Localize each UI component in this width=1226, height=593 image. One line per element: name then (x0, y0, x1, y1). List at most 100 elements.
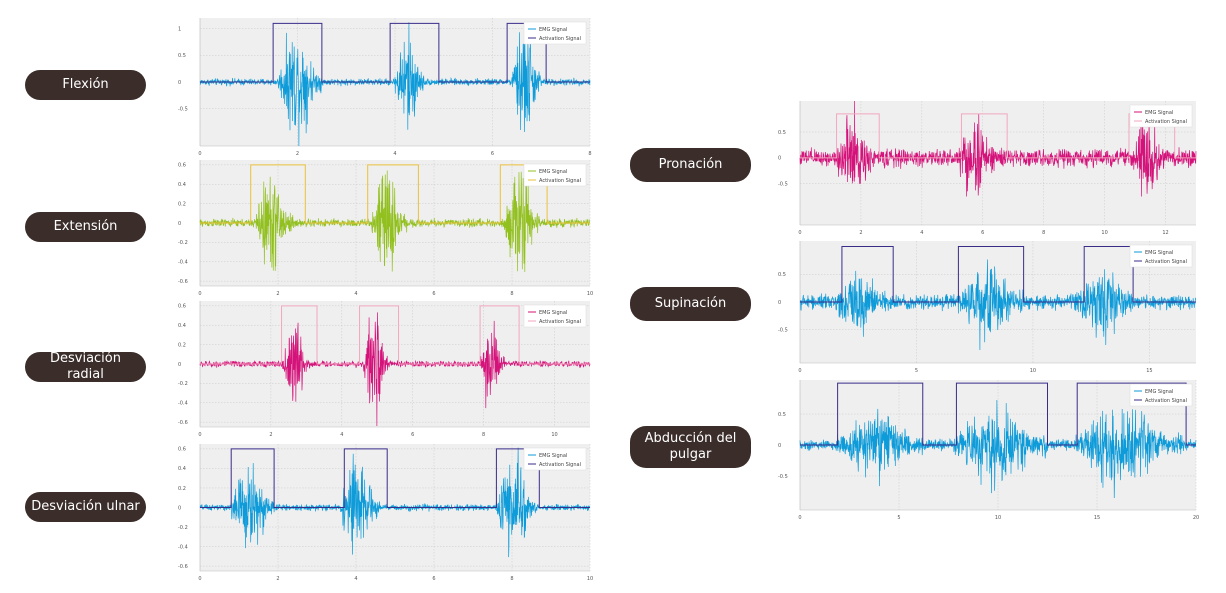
emg-signal-line (199, 170, 591, 272)
label-pronacion-text: Pronación (658, 157, 723, 172)
y-tick-label: -0.4 (178, 544, 188, 550)
x-tick-label: 0 (798, 368, 801, 374)
y-tick-label: 0.6 (178, 163, 186, 169)
legend-box (523, 304, 587, 328)
x-tick-label: 5 (897, 515, 900, 521)
x-tick-label: 0 (198, 432, 201, 438)
chart-ulnar-svg: 0 2 4 6 8 10 0.6 0.4 0.2 0 -0.2 -0.4 -0.6 EMG Signal A… (178, 444, 593, 582)
legend-label-emg: EMG Signal (539, 27, 567, 33)
emg-signal-line (199, 22, 591, 147)
y-tick-label: 0.5 (778, 412, 786, 418)
y-tick-label: 0.5 (778, 130, 786, 136)
y-tick-label: 0.6 (178, 447, 186, 453)
label-supinacion: Supinación (630, 287, 751, 321)
legend-label-activation: Activation Signal (539, 462, 581, 468)
chart-desviacion-radial: 0 2 4 6 8 10 0.6 0.4 0.2 0 -0.2 -0.4 -0.6 EMG Signal A… (170, 297, 608, 441)
x-tick-label: 2 (276, 291, 279, 297)
label-pronacion: Pronación (630, 148, 751, 182)
y-tick-label: 0.5 (778, 272, 786, 278)
label-extension: Extensión (25, 212, 146, 242)
chart-flexion-svg: 0 2 4 6 8 1 0.5 0 -0.5 EMG Signal Activation Signa… (178, 18, 592, 157)
legend-box (1129, 383, 1193, 407)
activation-signal-line (800, 246, 1196, 303)
y-tick-label: 0 (178, 221, 181, 227)
x-tick-label: 0 (198, 576, 201, 582)
x-tick-label: 8 (482, 432, 485, 438)
y-tick-label: 0.4 (178, 323, 186, 329)
legend-box (523, 21, 587, 45)
label-extension-text: Extensión (53, 219, 118, 234)
x-tick-label: 2 (269, 432, 272, 438)
x-tick-label: 15 (1146, 368, 1152, 374)
x-tick-label: 20 (1193, 515, 1199, 521)
y-tick-label: 1 (178, 26, 181, 32)
chart-pronacion: 0 2 4 6 8 10 12 0.5 0 -0.5 EMG Signal Activation Si… (770, 97, 1214, 239)
x-tick-label: 10 (551, 432, 557, 438)
label-flexion-text: Flexión (62, 77, 109, 92)
x-tick-label: 0 (198, 151, 201, 157)
y-tick-label: -0.6 (178, 564, 188, 570)
x-tick-label: 4 (920, 230, 923, 236)
x-tick-label: 2 (296, 151, 299, 157)
x-tick-label: 0 (798, 230, 801, 236)
y-tick-label: 0.5 (178, 53, 186, 59)
y-tick-label: -0.4 (178, 260, 188, 266)
chart-supinacion: 0 5 10 15 0.5 0 -0.5 EMG Signal Activation Signa… (770, 237, 1214, 377)
legend-label-emg: EMG Signal (1145, 110, 1173, 116)
activation-signal-line (800, 382, 1196, 446)
legend-box (523, 163, 587, 187)
chart-supinacion-svg: 0 5 10 15 0.5 0 -0.5 EMG Signal Activation Signa… (778, 241, 1197, 374)
y-tick-label: 0 (778, 156, 781, 162)
legend-label-activation: Activation Signal (1145, 119, 1187, 125)
x-tick-label: 6 (432, 576, 435, 582)
x-tick-label: 0 (198, 291, 201, 297)
y-tick-label: -0.6 (178, 279, 188, 285)
y-tick-label: -0.5 (778, 181, 788, 187)
x-tick-label: 4 (393, 151, 396, 157)
legend-label-emg: EMG Signal (539, 310, 567, 316)
label-desviacion-ulnar-text: Desviación ulnar (31, 499, 140, 514)
x-tick-label: 2 (859, 230, 862, 236)
label-abduccion-line1: Abducción del (644, 431, 737, 446)
chart-flexion: 0 2 4 6 8 1 0.5 0 -0.5 EMG Signal Activation Signa… (170, 14, 608, 160)
y-tick-label: -0.5 (778, 474, 788, 480)
y-tick-label: 0 (178, 80, 181, 86)
y-tick-label: 0 (778, 300, 781, 306)
label-desviacion-radial-text: Desviación radial (49, 351, 121, 382)
x-tick-label: 8 (588, 151, 591, 157)
x-tick-label: 4 (354, 576, 357, 582)
label-abduccion-del-pulgar: Abducción del pulgar (630, 426, 751, 468)
legend-box (1129, 104, 1193, 128)
y-tick-label: 0.4 (178, 466, 186, 472)
x-tick-label: 8 (510, 576, 513, 582)
legend-label-activation: Activation Signal (1145, 259, 1187, 265)
y-tick-label: -0.4 (178, 401, 188, 407)
y-tick-label: -0.2 (178, 381, 188, 387)
y-tick-label: 0.2 (178, 486, 186, 492)
x-tick-label: 6 (432, 291, 435, 297)
legend-box (1129, 244, 1193, 268)
x-tick-label: 10 (995, 515, 1001, 521)
label-abduccion-line2: pulgar (669, 447, 712, 462)
legend-box (523, 447, 587, 471)
y-tick-label: 0 (178, 505, 181, 511)
chart-abduccion: 0 5 10 15 20 0.5 0 -0.5 EMG Signal Activation Sig… (770, 376, 1214, 524)
x-tick-label: 12 (1162, 230, 1168, 236)
x-tick-label: 8 (1042, 230, 1045, 236)
legend-label-activation: Activation Signal (539, 319, 581, 325)
y-tick-label: -0.6 (178, 420, 188, 426)
x-tick-label: 2 (276, 576, 279, 582)
x-tick-label: 6 (491, 151, 494, 157)
x-tick-label: 4 (340, 432, 343, 438)
x-tick-label: 6 (411, 432, 414, 438)
x-tick-label: 10 (1030, 368, 1036, 374)
emg-signal-line (799, 399, 1197, 499)
legend-label-emg: EMG Signal (1145, 250, 1173, 256)
y-tick-label: 0.6 (178, 304, 186, 310)
chart-extension-svg: 0 2 4 6 8 10 0.6 0.4 0.2 0 -0.2 -0.4 -0.6 EMG Signal A… (178, 160, 593, 297)
x-tick-label: 10 (587, 576, 593, 582)
label-desviacion-radial: Desviación radial (25, 351, 146, 382)
y-tick-label: 0.2 (178, 201, 186, 207)
label-supinacion-text: Supinación (654, 296, 727, 311)
x-tick-label: 4 (354, 291, 357, 297)
